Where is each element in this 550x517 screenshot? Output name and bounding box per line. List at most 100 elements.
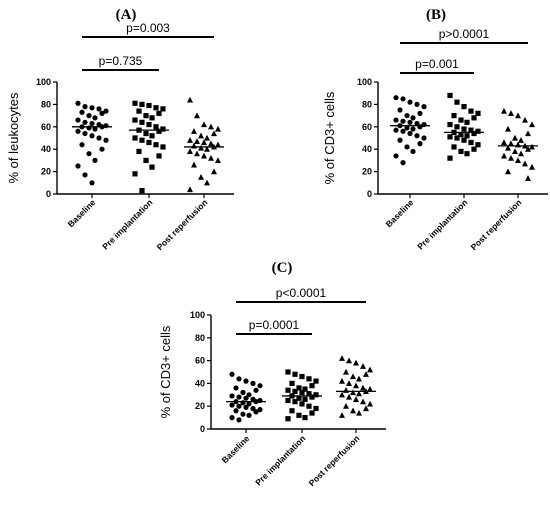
data-point	[143, 157, 149, 163]
data-point	[160, 106, 166, 112]
data-point	[417, 141, 423, 147]
data-point	[79, 142, 85, 148]
data-point	[454, 124, 460, 130]
data-point	[393, 117, 399, 123]
data-point	[132, 100, 138, 106]
data-point	[103, 108, 109, 114]
data-point	[233, 385, 239, 391]
data-point	[187, 96, 193, 103]
data-point	[360, 363, 366, 369]
data-point	[343, 368, 349, 375]
data-point	[339, 377, 345, 384]
data-point	[149, 164, 155, 170]
category-label: Post reperfusion	[469, 197, 524, 252]
category-label: Pre implantation	[100, 197, 154, 251]
data-point	[139, 101, 145, 107]
data-point	[201, 152, 207, 159]
y-tick-label: 100	[357, 77, 372, 87]
y-axis-label: % of leukocytes	[6, 92, 21, 184]
data-point	[194, 112, 200, 119]
data-point	[471, 146, 477, 152]
data-point	[149, 133, 155, 139]
data-point	[243, 404, 249, 410]
significance-label: p=0.003	[126, 21, 170, 35]
data-point	[156, 128, 162, 134]
data-point	[515, 112, 521, 119]
data-point	[160, 126, 166, 132]
data-point	[103, 137, 109, 143]
data-point	[501, 107, 507, 114]
data-point	[410, 126, 416, 132]
data-point	[292, 388, 298, 394]
data-point	[356, 375, 362, 382]
data-point	[393, 127, 399, 133]
data-point	[447, 92, 453, 99]
data-point	[82, 104, 88, 110]
y-tick-label: 0	[200, 424, 205, 434]
data-point	[339, 355, 345, 361]
data-point	[201, 139, 207, 146]
significance-label: p<0.0001	[276, 286, 327, 300]
data-point	[139, 137, 145, 143]
data-point	[461, 137, 467, 143]
data-point	[156, 110, 162, 116]
data-point	[92, 115, 98, 121]
data-point	[146, 121, 152, 128]
category-label: Post reperfusion	[155, 197, 210, 252]
data-point	[243, 395, 249, 401]
data-point	[187, 186, 193, 193]
data-point	[529, 143, 535, 150]
data-point	[253, 387, 259, 393]
significance-label: p=0.001	[415, 57, 459, 71]
data-point	[211, 168, 217, 175]
data-point	[289, 408, 295, 414]
data-point	[309, 394, 315, 400]
data-point	[201, 121, 207, 128]
data-point	[306, 391, 312, 397]
data-point	[339, 391, 345, 398]
data-point	[257, 407, 263, 413]
data-point	[299, 389, 305, 396]
y-tick-label: 20	[195, 401, 205, 411]
data-point	[468, 139, 474, 146]
data-point	[501, 152, 507, 159]
data-point	[505, 125, 511, 132]
data-point	[96, 106, 102, 112]
data-point	[250, 380, 256, 386]
data-point	[296, 385, 302, 391]
data-point	[410, 148, 416, 155]
category-label: Baseline	[220, 433, 252, 465]
data-point	[360, 384, 366, 391]
data-point	[156, 153, 162, 159]
data-point	[529, 121, 535, 128]
data-point	[187, 137, 193, 143]
data-point	[285, 416, 291, 422]
data-point	[292, 399, 298, 405]
data-point	[360, 398, 366, 405]
data-point	[240, 400, 246, 406]
data-point	[132, 135, 138, 141]
data-point	[99, 110, 105, 116]
data-point	[132, 171, 138, 177]
data-point	[306, 403, 312, 409]
data-point	[285, 387, 291, 393]
data-point	[250, 405, 256, 412]
data-point	[505, 168, 511, 175]
panel-title: (C)	[272, 260, 293, 276]
data-point	[525, 130, 531, 137]
category-label: Pre implantation	[253, 433, 307, 487]
data-point	[451, 113, 457, 119]
data-point	[229, 415, 235, 421]
data-point	[508, 154, 514, 161]
data-point	[246, 412, 252, 418]
data-point	[246, 392, 252, 398]
data-point	[285, 397, 291, 404]
significance-label: p=0.735	[99, 54, 143, 68]
data-point	[233, 408, 239, 414]
data-point	[475, 128, 481, 134]
data-point	[458, 132, 464, 138]
data-point	[75, 117, 81, 123]
data-point	[204, 134, 210, 141]
data-point	[353, 359, 359, 366]
y-tick-label: 40	[362, 144, 372, 154]
